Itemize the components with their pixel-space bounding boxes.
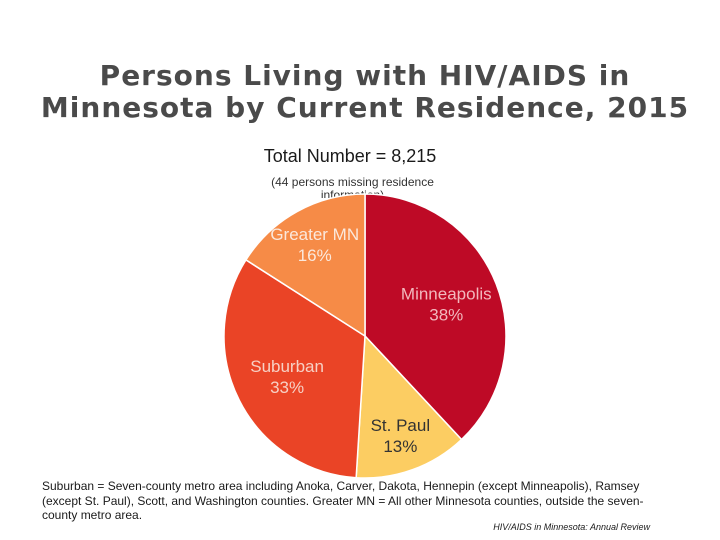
chart-title-line-2: Minnesota by Current Residence, 2015 [40,91,690,124]
slice-value-minneapolis: 38% [429,306,463,325]
source-citation: HIV/AIDS in Minnesota: Annual Review [493,522,650,532]
missing-residence-note: (44 persons missing residence informatio… [271,176,434,198]
slice-value-suburban: 33% [270,378,304,397]
slice-value-st-paul: 13% [383,437,417,456]
total-number: Total Number = 8,215 [263,146,437,166]
pie-slice-greater-mn [244,193,366,338]
slice-label-minneapolis: Minneapolis [401,285,492,304]
pie-slice-minneapolis [364,193,507,441]
slice-label-greater-mn: Greater MN [270,225,359,244]
pie-slice-suburban [223,258,366,479]
chart-title-line-1: Persons Living with HIV/AIDS in [99,59,631,92]
footnote: Suburban = Seven-county metro area inclu… [42,479,644,522]
slice-value-greater-mn: 16% [298,246,332,265]
slice-label-suburban: Suburban [250,357,324,376]
pie-slice-st-paul [355,334,463,479]
chart-title: Persons Living with HIV/AIDS in Minnesot… [20,60,710,124]
slice-label-st-paul: St. Paul [371,416,431,435]
